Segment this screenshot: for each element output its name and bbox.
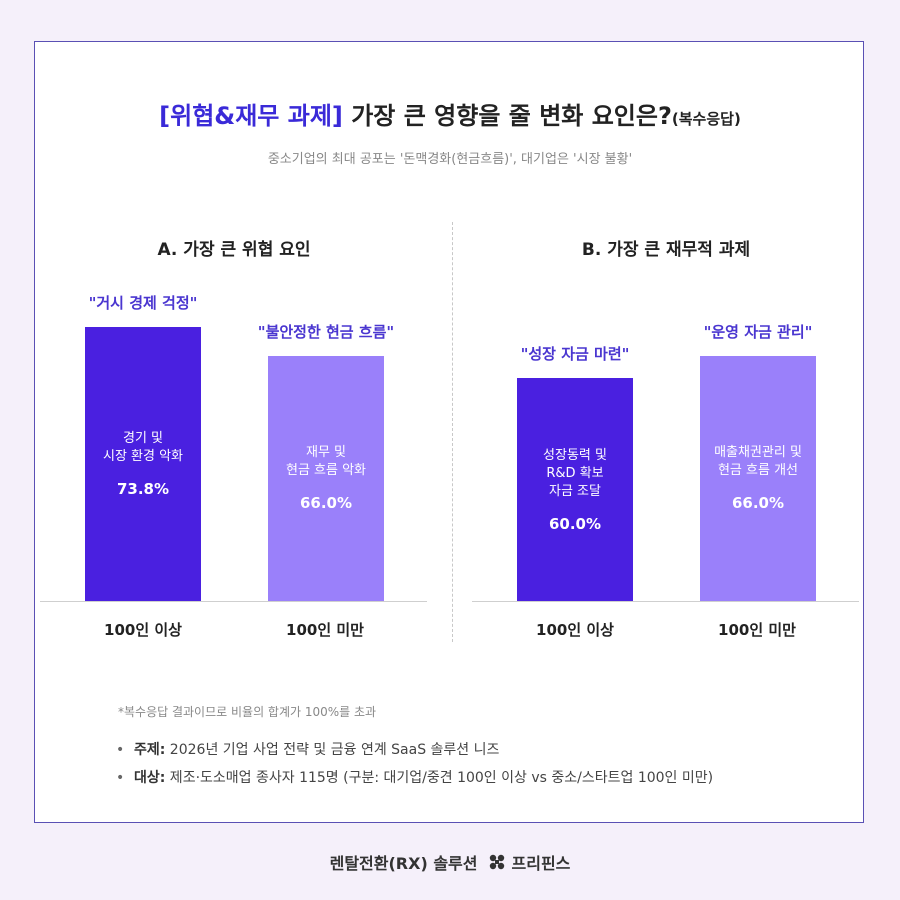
- bar-text: 재무 및 현금 흐름 악화: [285, 445, 367, 479]
- list-item: 대상: 제조·도소매업 종사자 115명 (구분: 대기업/중견 100인 이상…: [116, 764, 713, 792]
- title-main: 가장 큰 영향을 줄 변화 요인은?: [342, 102, 672, 130]
- x-tick-label: 100인 이상: [536, 621, 614, 639]
- footer: 렌탈전환(RX) 솔루션 프리핀스: [0, 850, 900, 874]
- bar-a-under-100: 재무 및 현금 흐름 악화 66.0%: [268, 355, 384, 601]
- bar-value-label: 60.0%: [548, 514, 602, 533]
- bar-b-under-100: 매출채권관리 및 현금 흐름 개선 66.0%: [700, 355, 816, 601]
- bar-value-label: 66.0%: [299, 494, 353, 513]
- page-title: [위협&재무 과제] 가장 큰 영향을 줄 변화 요인은?(복수응답): [0, 96, 900, 131]
- topic-key: 주제:: [134, 742, 166, 758]
- x-tick-label: 100인 미만: [286, 621, 364, 639]
- panel-b-title: B. 가장 큰 재무적 과제: [581, 240, 751, 260]
- info-list: 주제: 2026년 기업 사업 전략 및 금융 연계 SaaS 솔루션 니즈 대…: [116, 736, 713, 792]
- title-suffix: (복수응답): [671, 110, 741, 128]
- target-value: 제조·도소매업 종사자 115명 (구분: 대기업/중견 100인 이상 vs …: [165, 770, 714, 786]
- panel-b-baseline: [472, 601, 859, 602]
- panel-divider: [452, 222, 453, 642]
- x-tick-label: 100인 이상: [104, 621, 182, 639]
- footnote: *복수응답 결과이므로 비율의 합계가 100%를 초과: [118, 705, 377, 719]
- panel-a-baseline: [40, 601, 427, 602]
- bar-value-label: 73.8%: [116, 480, 170, 498]
- bar-quote: "거시 경제 걱정": [88, 294, 198, 312]
- brand-logo: 프리핀스: [488, 850, 571, 874]
- page-subtitle: 중소기업의 최대 공포는 '돈맥경화(현금흐름)', 대기업은 '시장 불황': [267, 152, 633, 167]
- title-highlight: [위협&재무 과제]: [159, 102, 343, 130]
- list-item: 주제: 2026년 기업 사업 전략 및 금융 연계 SaaS 솔루션 니즈: [116, 736, 713, 764]
- x-tick-label: 100인 미만: [718, 621, 796, 639]
- bar-quote: "불안정한 현금 흐름": [257, 322, 395, 341]
- panel-a-title: A. 가장 큰 위협 요인: [157, 240, 311, 260]
- bar-b-100-plus: 성장동력 및 R&D 확보 자금 조달 60.0%: [517, 378, 633, 601]
- bar-text: 경기 및 시장 환경 악화: [102, 431, 184, 464]
- bar-text: 성장동력 및 R&D 확보 자금 조달: [543, 447, 607, 499]
- brand-name: 프리핀스: [511, 854, 571, 873]
- bar-a-100-plus: 경기 및 시장 환경 악화 73.8%: [85, 327, 201, 601]
- brand-logo-icon: [489, 854, 504, 870]
- topic-value: 2026년 기업 사업 전략 및 금융 연계 SaaS 솔루션 니즈: [165, 742, 500, 758]
- footer-solution-text: 렌탈전환(RX) 솔루션: [329, 854, 478, 873]
- bar-quote: "성장 자금 마련": [520, 345, 630, 364]
- bar-text: 매출채권관리 및 현금 흐름 개선: [714, 445, 802, 479]
- target-key: 대상:: [134, 770, 166, 786]
- bar-quote: "운영 자금 관리": [703, 322, 813, 341]
- bar-value-label: 66.0%: [731, 494, 785, 513]
